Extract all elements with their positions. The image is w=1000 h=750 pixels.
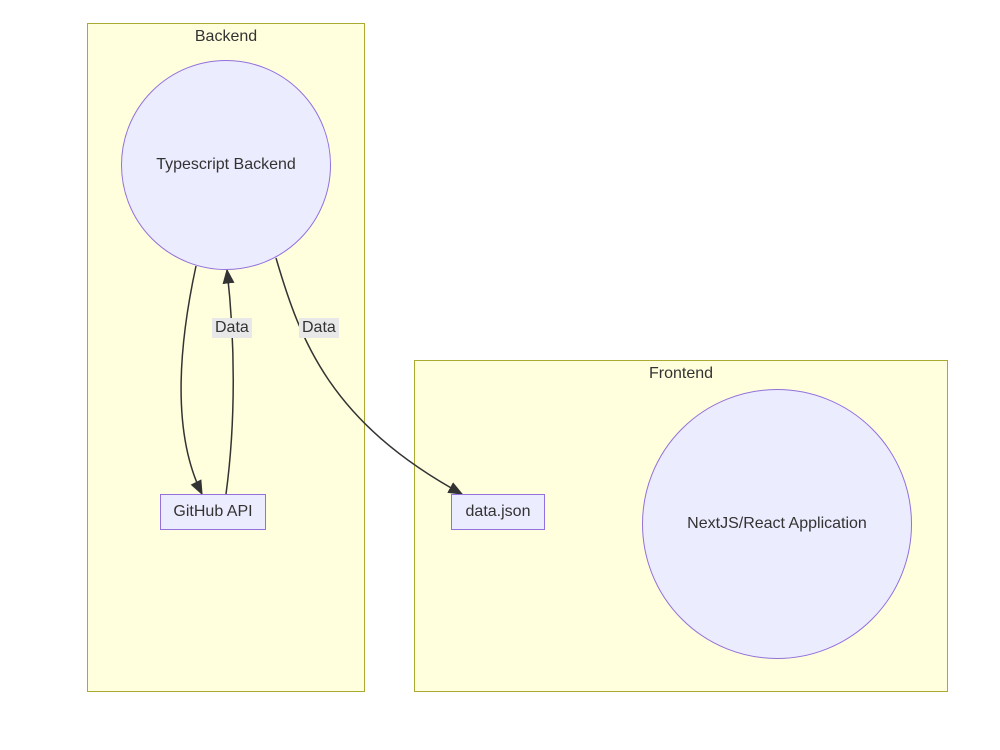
node-ts-backend: Typescript Backend: [121, 60, 331, 270]
edge-label-data-2: Data: [299, 318, 339, 338]
node-ts-backend-label: Typescript Backend: [156, 156, 296, 174]
node-github-api-label: GitHub API: [173, 503, 252, 521]
group-frontend-title: Frontend: [649, 365, 713, 383]
node-data-json: data.json: [451, 494, 545, 530]
node-nextjs-app-label: NextJS/React Application: [687, 515, 867, 533]
node-data-json-label: data.json: [466, 503, 531, 521]
node-nextjs-app: NextJS/React Application: [642, 389, 912, 659]
diagram-canvas: Backend Frontend Typescript Backend Next…: [0, 0, 1000, 750]
node-github-api: GitHub API: [160, 494, 266, 530]
edge-label-data-1: Data: [212, 318, 252, 338]
group-backend-title: Backend: [195, 28, 257, 46]
